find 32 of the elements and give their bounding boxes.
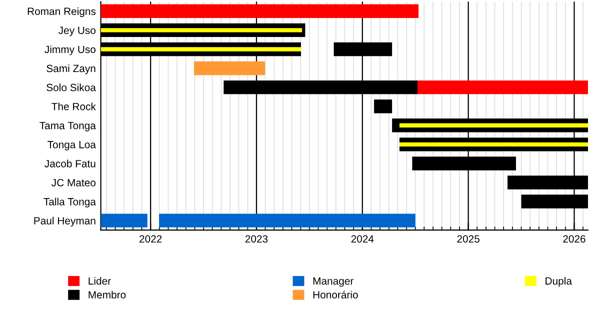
y-tick-label: Tonga Loa <box>48 141 96 150</box>
bar <box>399 142 588 147</box>
x-tick-label: 2026 <box>563 235 586 243</box>
y-tick-label: JC Mateo <box>52 179 96 186</box>
legend-label: Membro <box>88 290 126 299</box>
legend-label: Lider <box>88 277 111 285</box>
x-tick-label: 2023 <box>245 235 268 243</box>
y-tick-label: Jey Uso <box>58 26 96 36</box>
bar <box>100 28 302 32</box>
x-tick-label: 2024 <box>351 235 374 243</box>
bar <box>194 61 265 76</box>
bar <box>399 123 588 128</box>
y-tick-label: Roman Reigns <box>28 7 96 18</box>
bar <box>417 80 588 94</box>
bar <box>374 99 392 114</box>
legend-label: Honorário <box>313 290 358 299</box>
y-tick-label: Sami Zayn <box>46 64 96 74</box>
y-tick-label: The Rock <box>52 102 96 110</box>
y-tick-label: Jacob Fatu <box>44 160 96 168</box>
bar <box>100 214 148 228</box>
x-tick-label: 2022 <box>140 235 162 243</box>
legend-label: Dupla <box>546 277 572 287</box>
x-tick-label: 2025 <box>457 235 480 243</box>
y-tick-label: Paul Heyman <box>34 216 96 227</box>
legend-label: Manager <box>313 277 354 287</box>
y-tick-label: Talla Tonga <box>44 198 96 208</box>
bar <box>159 214 416 228</box>
y-tick-label: Tama Tonga <box>40 122 96 132</box>
y-tick-label: Jimmy Uso <box>44 45 96 56</box>
y-tick-label: Solo Sikoa <box>46 84 96 92</box>
bar <box>100 47 301 52</box>
bar <box>100 4 419 18</box>
